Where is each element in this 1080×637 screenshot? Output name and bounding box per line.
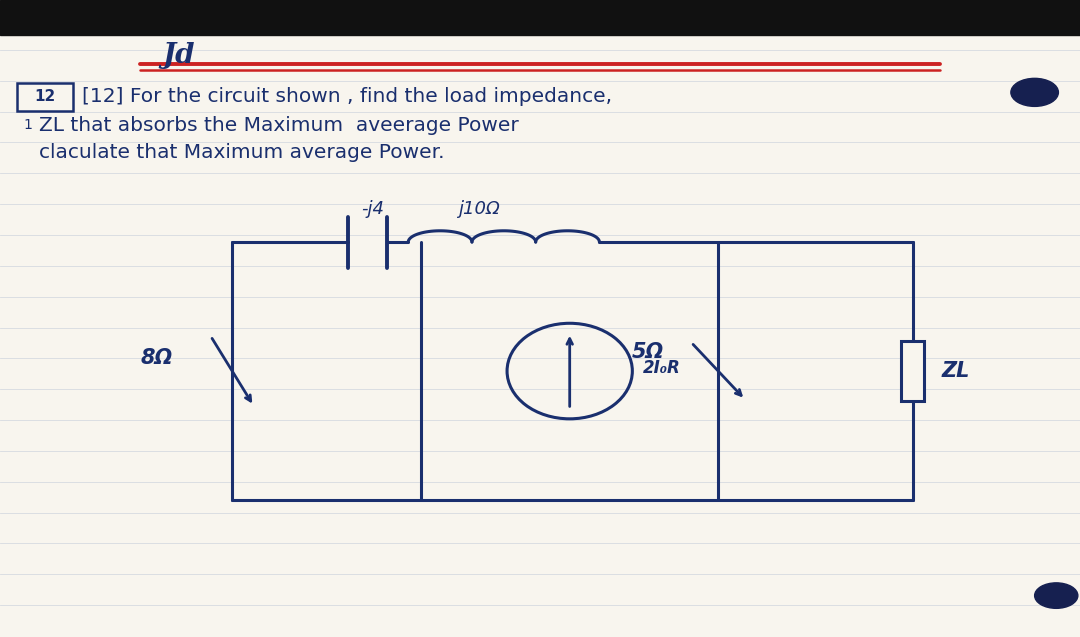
Text: j10Ω: j10Ω <box>458 200 499 218</box>
Text: 12: 12 <box>35 89 56 104</box>
Circle shape <box>1035 583 1078 608</box>
Bar <box>0 0 1080 35</box>
Text: Jd: Jd <box>162 42 194 69</box>
Text: [12] For the circuit shown , find the load impedance,: [12] For the circuit shown , find the lo… <box>82 87 612 106</box>
Text: ZL that absorbs the Maximum  aveerage Power: ZL that absorbs the Maximum aveerage Pow… <box>39 116 518 135</box>
Text: 8Ω: 8Ω <box>140 348 173 368</box>
Bar <box>901 341 924 401</box>
Text: claculate that Maximum average Power.: claculate that Maximum average Power. <box>39 143 444 162</box>
Text: 2I₀R: 2I₀R <box>644 359 680 377</box>
Text: 5Ω: 5Ω <box>632 342 664 362</box>
Text: 1: 1 <box>24 118 32 132</box>
Text: ZL: ZL <box>942 361 970 381</box>
Text: -j4: -j4 <box>361 200 384 218</box>
Circle shape <box>1011 78 1058 106</box>
